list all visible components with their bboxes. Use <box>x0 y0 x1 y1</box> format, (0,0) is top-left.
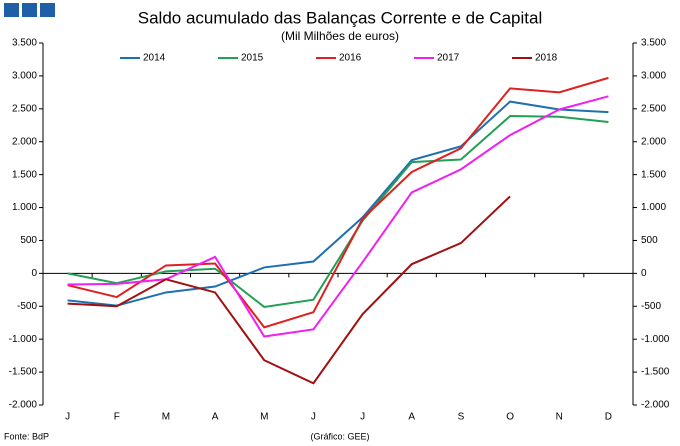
y-tick-label: 3.000 <box>12 71 37 82</box>
y-tick-label: -1.500 <box>9 367 38 378</box>
x-tick-label: M <box>260 412 268 423</box>
logo-square <box>22 3 37 17</box>
y2-tick-label: 500 <box>641 235 658 246</box>
y-tick-label: 3.500 <box>12 38 37 49</box>
y2-tick-label: 3.000 <box>641 71 666 82</box>
x-tick-label: F <box>114 412 120 423</box>
x-tick-label: S <box>458 412 465 423</box>
logo-square <box>40 3 55 17</box>
y-tick-label: -500 <box>17 301 37 312</box>
source: Fonte: BdP <box>4 431 49 441</box>
y2-tick-label: -500 <box>641 301 661 312</box>
y2-tick-label: -1.500 <box>641 367 670 378</box>
y2-tick-label: 3.500 <box>641 38 666 49</box>
y2-tick-label: 0 <box>641 268 647 279</box>
legend-label: 2016 <box>339 53 362 64</box>
legend-label: 2018 <box>535 53 558 64</box>
y-tick-label: 1.000 <box>12 202 37 213</box>
x-tick-label: N <box>556 412 563 423</box>
y-tick-label: 0 <box>31 268 37 279</box>
y2-tick-label: 1.000 <box>641 202 666 213</box>
y-tick-label: -1.000 <box>9 334 38 345</box>
y-tick-label: 2.500 <box>12 103 37 114</box>
x-tick-label: A <box>408 412 415 423</box>
chart-title: Saldo acumulado das Balanças Corrente e … <box>138 8 542 27</box>
y-tick-label: -2.000 <box>9 400 38 411</box>
y2-tick-label: 2.500 <box>641 103 666 114</box>
x-tick-label: M <box>162 412 170 423</box>
y-tick-label: 1.500 <box>12 169 37 180</box>
y2-tick-label: -2.000 <box>641 400 670 411</box>
y-tick-label: 2.000 <box>12 136 37 147</box>
series-line <box>67 115 609 308</box>
x-tick-label: D <box>605 412 612 423</box>
legend-label: 2014 <box>143 53 166 64</box>
x-tick-label: A <box>212 412 219 423</box>
chart-subtitle: (Mil Milhões de euros) <box>281 29 399 43</box>
x-tick-label: J <box>311 412 316 423</box>
legend-label: 2015 <box>241 53 264 64</box>
credit: (Gráfico: GEE) <box>310 431 369 441</box>
y2-tick-label: 1.500 <box>641 169 666 180</box>
x-tick-label: J <box>65 412 70 423</box>
series-line <box>67 76 609 329</box>
series-line <box>67 195 511 385</box>
legend-label: 2017 <box>437 53 460 64</box>
y-tick-label: 500 <box>20 235 37 246</box>
y2-tick-label: -1.000 <box>641 334 670 345</box>
logo-square <box>4 3 19 17</box>
series-line <box>67 95 609 338</box>
y2-tick-label: 2.000 <box>641 136 666 147</box>
x-tick-label: J <box>360 412 365 423</box>
series-line <box>67 100 609 307</box>
x-tick-label: O <box>506 412 514 423</box>
